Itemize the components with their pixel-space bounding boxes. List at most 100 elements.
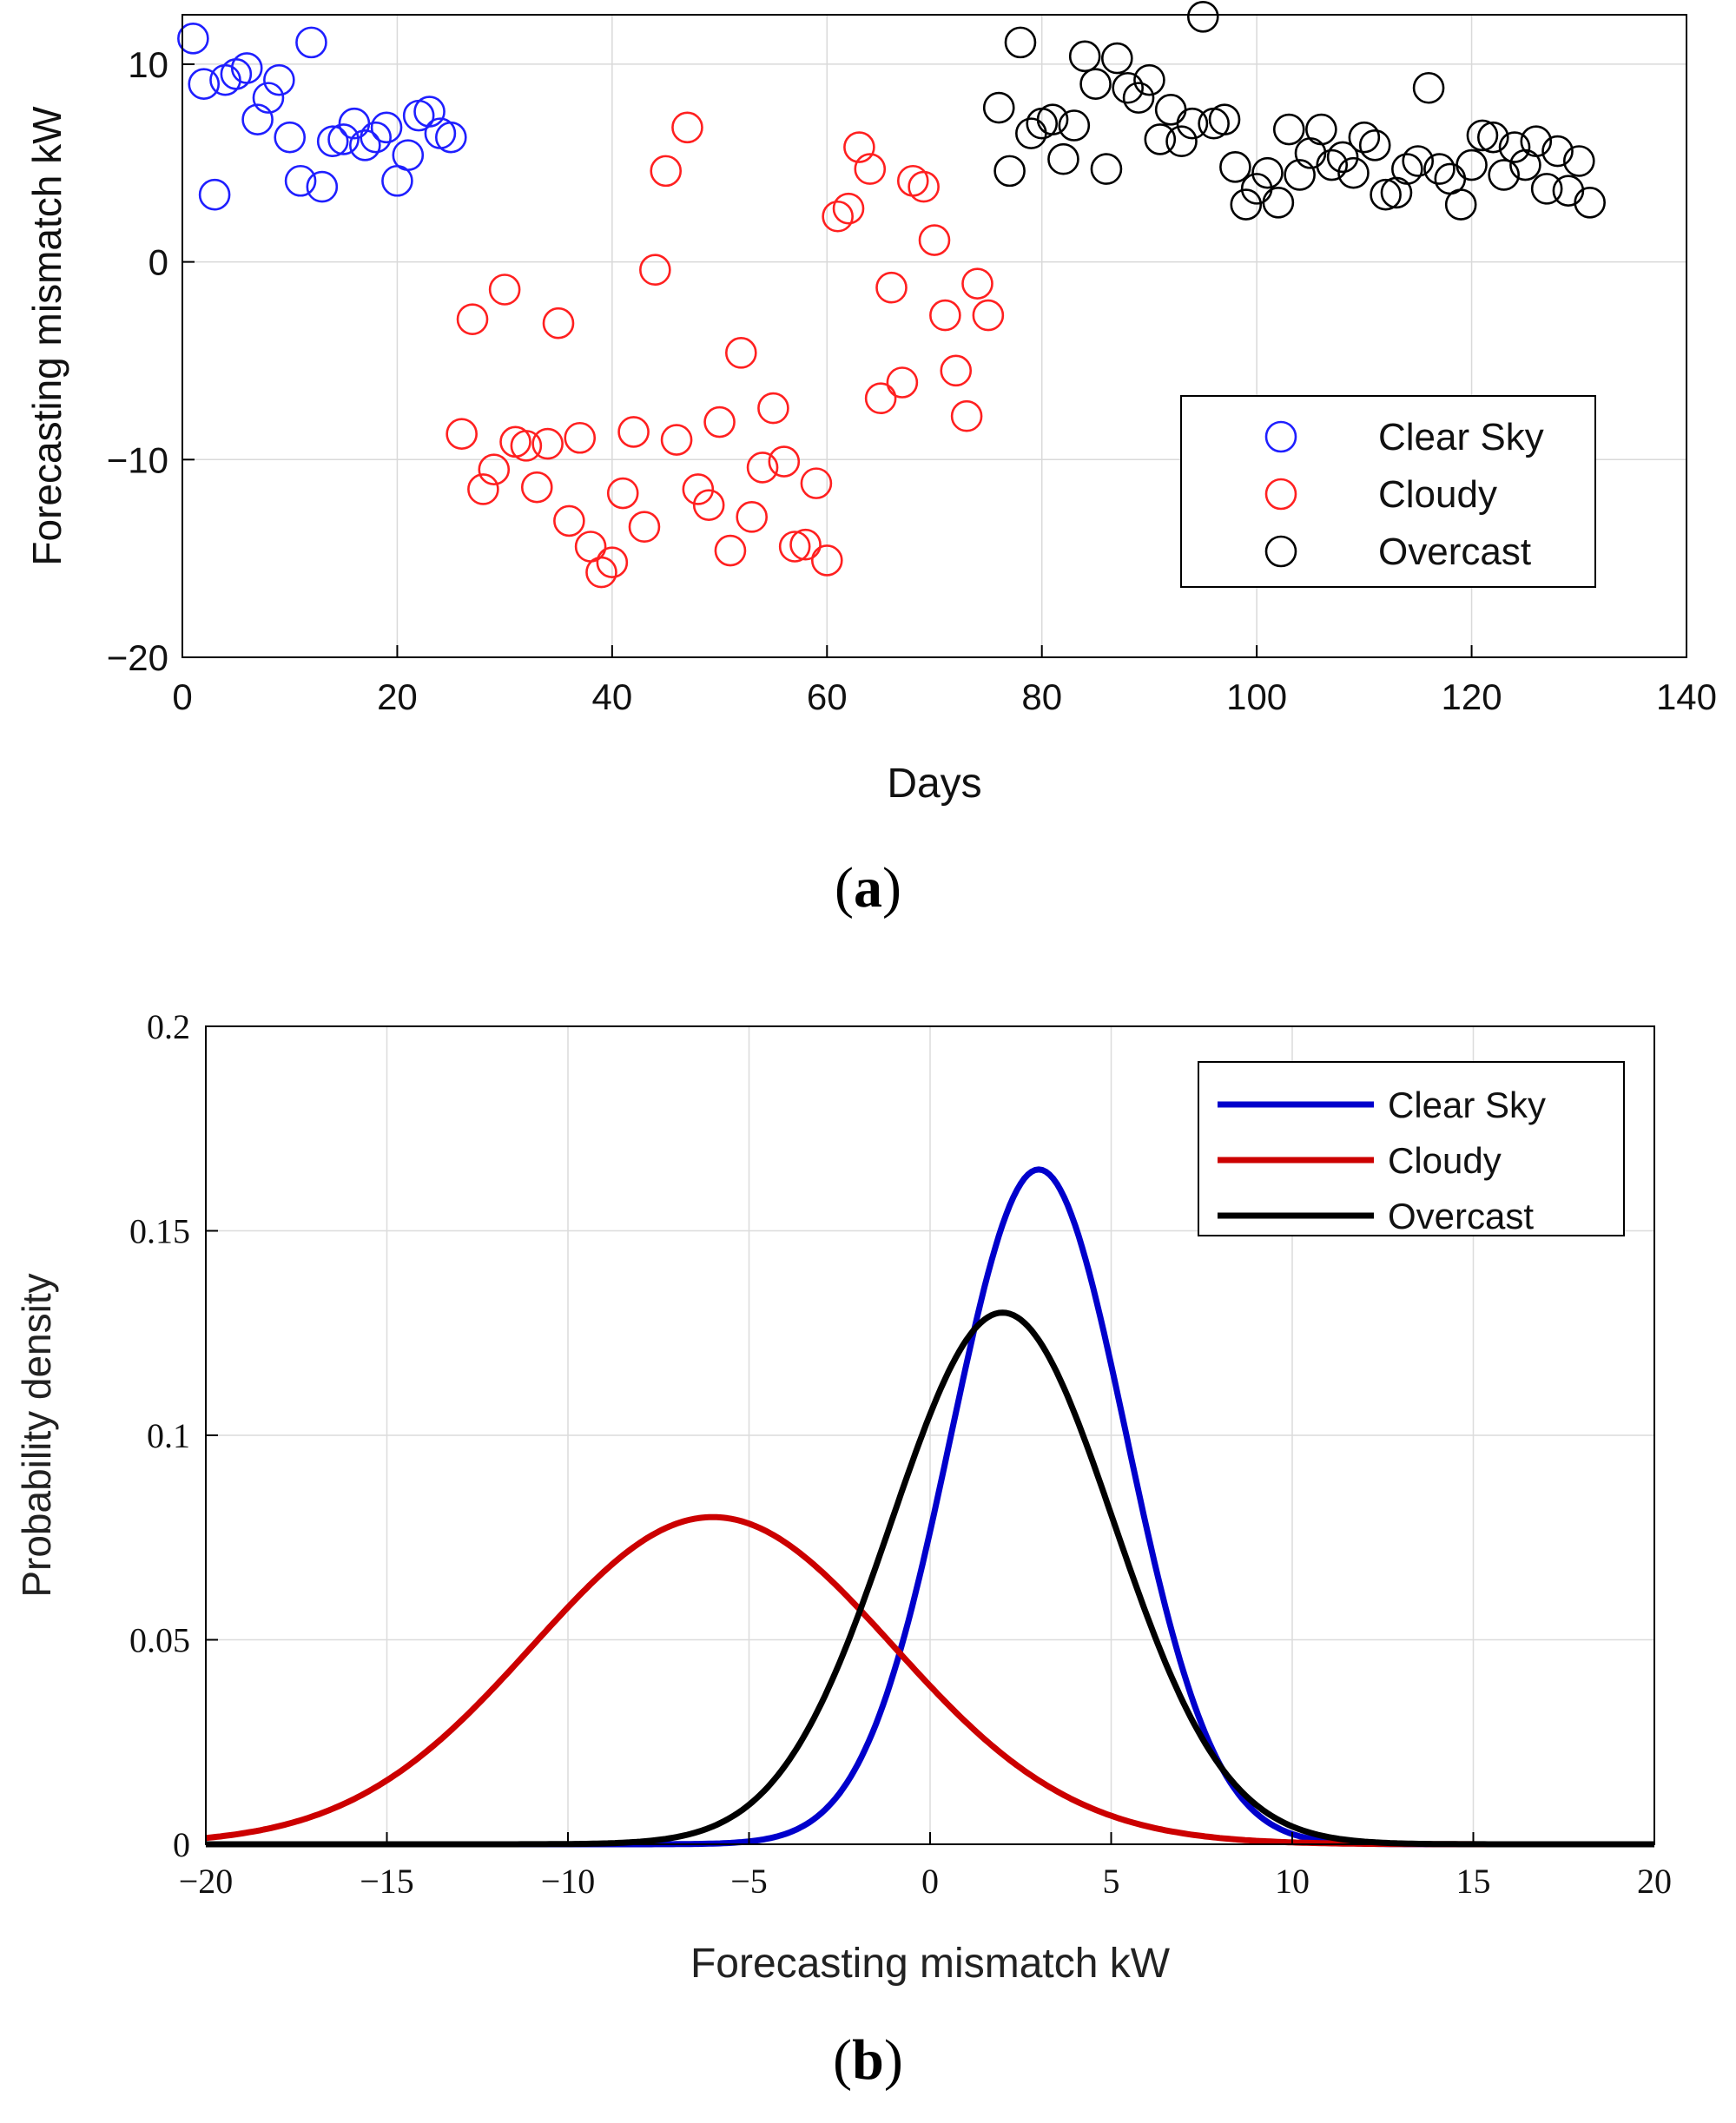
scatter-point xyxy=(606,477,639,510)
scatter-point xyxy=(1530,173,1563,205)
line-chart-b: −20 −15 −10 −5 0 5 10 15 20 0 0.05 0.1 0.15 0.2 Forec… xyxy=(14,1007,1672,1987)
x-tick-label: −15 xyxy=(360,1862,414,1901)
scatter-point xyxy=(413,96,446,128)
scatter-point xyxy=(854,153,887,185)
scatter-point xyxy=(360,121,392,154)
legend-label: Overcast xyxy=(1388,1196,1534,1236)
scatter-point xyxy=(832,192,865,225)
scatter-point xyxy=(757,392,789,425)
scatter-point xyxy=(1230,188,1263,221)
scatter-point xyxy=(929,299,961,332)
scatter-point xyxy=(1326,141,1359,174)
y-tick-label: −10 xyxy=(107,439,168,480)
caption-b: (b) xyxy=(833,2028,903,2092)
scatter-point xyxy=(1262,187,1295,219)
scatter-point xyxy=(1004,26,1037,59)
y-tick-label: 0.15 xyxy=(129,1212,190,1251)
scatter-point xyxy=(564,421,597,454)
legend-label: Overcast xyxy=(1378,531,1531,573)
scatter-point xyxy=(1337,156,1370,189)
y-tick-label: 0 xyxy=(149,242,168,283)
x-tick-label: −10 xyxy=(541,1862,596,1901)
scatter-point xyxy=(1370,178,1402,211)
scatter-point xyxy=(1208,103,1241,135)
x-tick-label: 20 xyxy=(377,676,418,717)
scatter-point xyxy=(1348,121,1381,154)
x-tick-label: 0 xyxy=(921,1862,939,1901)
scatter-point xyxy=(778,531,811,563)
x-tick-label: −5 xyxy=(730,1862,768,1901)
legend-marker xyxy=(1264,420,1297,453)
scatter-point xyxy=(1541,135,1574,168)
x-tick-label: 100 xyxy=(1226,676,1287,717)
x-tick-label: 0 xyxy=(172,676,192,717)
scatter-point xyxy=(1520,125,1553,158)
scatter-point xyxy=(370,111,403,144)
scatter-point xyxy=(886,366,919,399)
scatter-point xyxy=(1466,119,1499,152)
scatter-point xyxy=(1144,123,1177,155)
scatter-point xyxy=(1079,68,1112,100)
scatter-point xyxy=(542,307,575,340)
legend-label: Clear Sky xyxy=(1388,1085,1546,1125)
scatter-point xyxy=(1112,71,1144,104)
scatter-point xyxy=(295,26,327,59)
legend-box-a xyxy=(1180,395,1596,588)
scatter-point xyxy=(456,303,489,335)
scatter-point xyxy=(478,453,511,485)
scatter-point xyxy=(510,430,543,462)
scatter-point xyxy=(1358,129,1391,162)
scatter-point xyxy=(1412,71,1445,104)
scatter-point xyxy=(1165,125,1198,158)
x-tick-label: 80 xyxy=(1021,676,1062,717)
scatter-point xyxy=(1455,148,1488,181)
scatter-point xyxy=(908,170,940,203)
scatter-point xyxy=(736,501,768,533)
scatter-point xyxy=(1552,175,1585,207)
scatter-point xyxy=(1101,42,1133,75)
x-tick-label: 20 xyxy=(1637,1862,1672,1901)
x-tick-label: 120 xyxy=(1442,676,1502,717)
y-tick-label: 0.05 xyxy=(129,1621,190,1660)
x-tick-label: −20 xyxy=(179,1862,234,1901)
figure-a: 0 20 40 60 80 100 120 140 −20 −10 0 10 Days Forecas… xyxy=(0,0,1736,938)
legend-box-b xyxy=(1198,1061,1625,1236)
scatter-point xyxy=(349,129,381,162)
scatter-point xyxy=(1068,40,1101,73)
scatter-point xyxy=(1305,113,1337,146)
scatter-point xyxy=(810,544,843,577)
scatter-point xyxy=(1402,145,1435,177)
scatter-point xyxy=(843,131,875,163)
scatter-point xyxy=(596,546,629,579)
scatter-point xyxy=(982,91,1015,124)
scatter-point xyxy=(682,473,715,505)
scatter-point xyxy=(1090,153,1123,185)
legend-marker xyxy=(1264,535,1297,568)
scatter-point xyxy=(446,418,478,451)
scatter-point xyxy=(1284,159,1316,191)
scatter-point xyxy=(671,111,703,144)
scatter-point xyxy=(822,200,854,233)
scatter-point xyxy=(263,63,295,96)
scatter-point xyxy=(725,337,757,369)
legend-label: Clear Sky xyxy=(1378,416,1544,458)
scatter-point xyxy=(1036,103,1069,135)
scatter-point xyxy=(1391,153,1423,185)
scatter-point xyxy=(1186,0,1219,33)
scatter-point xyxy=(993,155,1026,188)
y-tick-label: −20 xyxy=(107,637,168,678)
x-tick-label: 10 xyxy=(1275,1862,1310,1901)
scatter-point xyxy=(660,424,693,456)
scatter-point xyxy=(198,178,231,211)
scatter-point xyxy=(553,504,585,537)
y-axis-label-b: Probability density xyxy=(14,1273,59,1597)
scatter-point xyxy=(1498,131,1531,163)
scatter-point xyxy=(746,452,779,484)
scatter-point xyxy=(241,103,274,135)
scatter-point xyxy=(617,416,650,448)
scatter-point xyxy=(692,489,725,521)
scatter-point xyxy=(1133,63,1165,96)
series-clear-sky xyxy=(177,23,467,211)
caption-b-label: b xyxy=(852,2028,884,2092)
y-tick-label: 0.2 xyxy=(147,1007,190,1046)
